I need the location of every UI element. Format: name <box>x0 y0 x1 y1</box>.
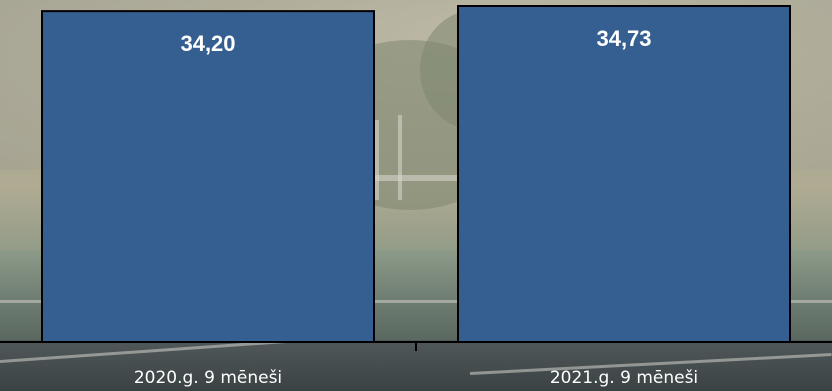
bar <box>457 5 791 343</box>
background-structure <box>398 115 402 200</box>
background-rail <box>0 300 832 303</box>
x-tick-label: 2020.g. 9 mēneši <box>134 368 282 388</box>
background-structure <box>370 175 490 181</box>
background-structure <box>375 120 379 200</box>
x-tick-label: 2021.g. 9 mēneši <box>550 368 698 388</box>
bar <box>41 10 375 343</box>
data-label: 34,20 <box>180 31 235 56</box>
data-label: 34,73 <box>596 26 651 51</box>
